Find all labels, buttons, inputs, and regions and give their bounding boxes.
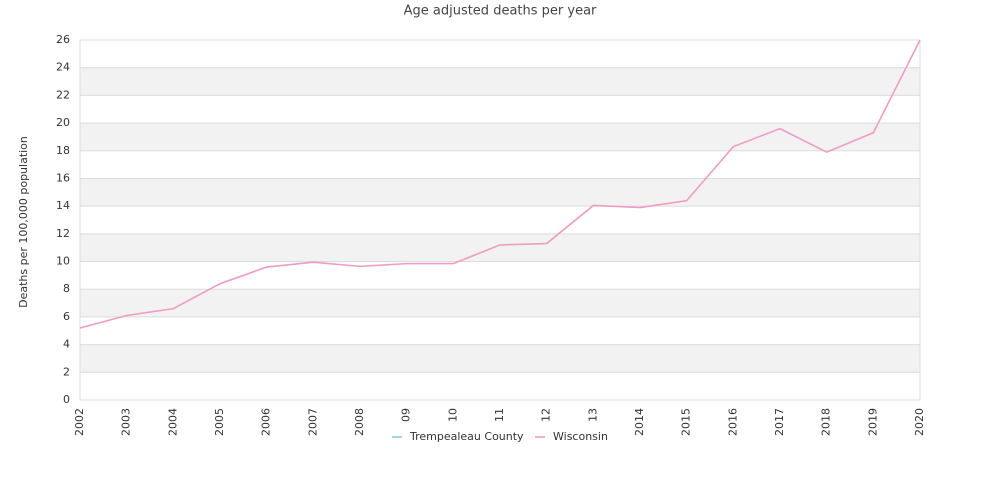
- grid-band: [80, 67, 920, 96]
- x-tick-label: 2006: [260, 408, 273, 436]
- x-tick-label: 13: [586, 408, 599, 422]
- x-tick-label: 2007: [306, 408, 319, 436]
- x-tick-label: 2002: [73, 408, 86, 436]
- x-tick-label: 2015: [680, 408, 693, 436]
- y-tick-label: 12: [56, 227, 70, 240]
- grid-band: [80, 123, 920, 151]
- legend-label: Wisconsin: [553, 430, 608, 443]
- y-tick-label: 14: [56, 199, 70, 212]
- grid-band: [80, 233, 920, 262]
- y-tick-label: 24: [56, 61, 70, 74]
- grid-band: [80, 289, 920, 317]
- y-tick-label: 0: [63, 393, 70, 406]
- y-tick-label: 18: [56, 144, 70, 157]
- x-tick-label: 2003: [120, 408, 133, 436]
- x-tick-label: 2020: [913, 408, 926, 436]
- y-tick-label: 26: [56, 33, 70, 46]
- series-line: [79, 39, 921, 329]
- y-tick-label: 2: [63, 365, 70, 378]
- x-tick-label: 09: [400, 408, 413, 422]
- y-tick-label: 20: [56, 116, 70, 129]
- y-tick-label: 22: [56, 88, 70, 101]
- legend-label: Trempealeau County: [409, 430, 524, 443]
- y-tick-label: 10: [56, 255, 70, 268]
- x-tick-label: 2004: [166, 408, 179, 436]
- y-tick-label: 8: [63, 282, 70, 295]
- x-tick-label: 2016: [726, 408, 739, 436]
- x-tick-label: 10: [446, 408, 459, 422]
- y-tick-label: 6: [63, 310, 70, 323]
- x-tick-label: 12: [540, 408, 553, 422]
- y-axis-label: Deaths per 100,000 population: [17, 136, 30, 308]
- x-tick-label: 2014: [633, 408, 646, 436]
- x-tick-label: 2019: [866, 408, 879, 436]
- chart-title: Age adjusted deaths per year: [404, 4, 597, 19]
- grid-band: [80, 178, 920, 207]
- y-tick-label: 4: [63, 338, 70, 351]
- x-tick-label: 2005: [213, 408, 226, 436]
- x-tick-label: 11: [493, 408, 506, 422]
- y-tick-label: 16: [56, 171, 70, 184]
- x-tick-label: 2017: [773, 408, 786, 436]
- x-tick-label: 2018: [820, 408, 833, 436]
- x-tick-label: 2008: [353, 408, 366, 436]
- grid-band: [80, 344, 920, 373]
